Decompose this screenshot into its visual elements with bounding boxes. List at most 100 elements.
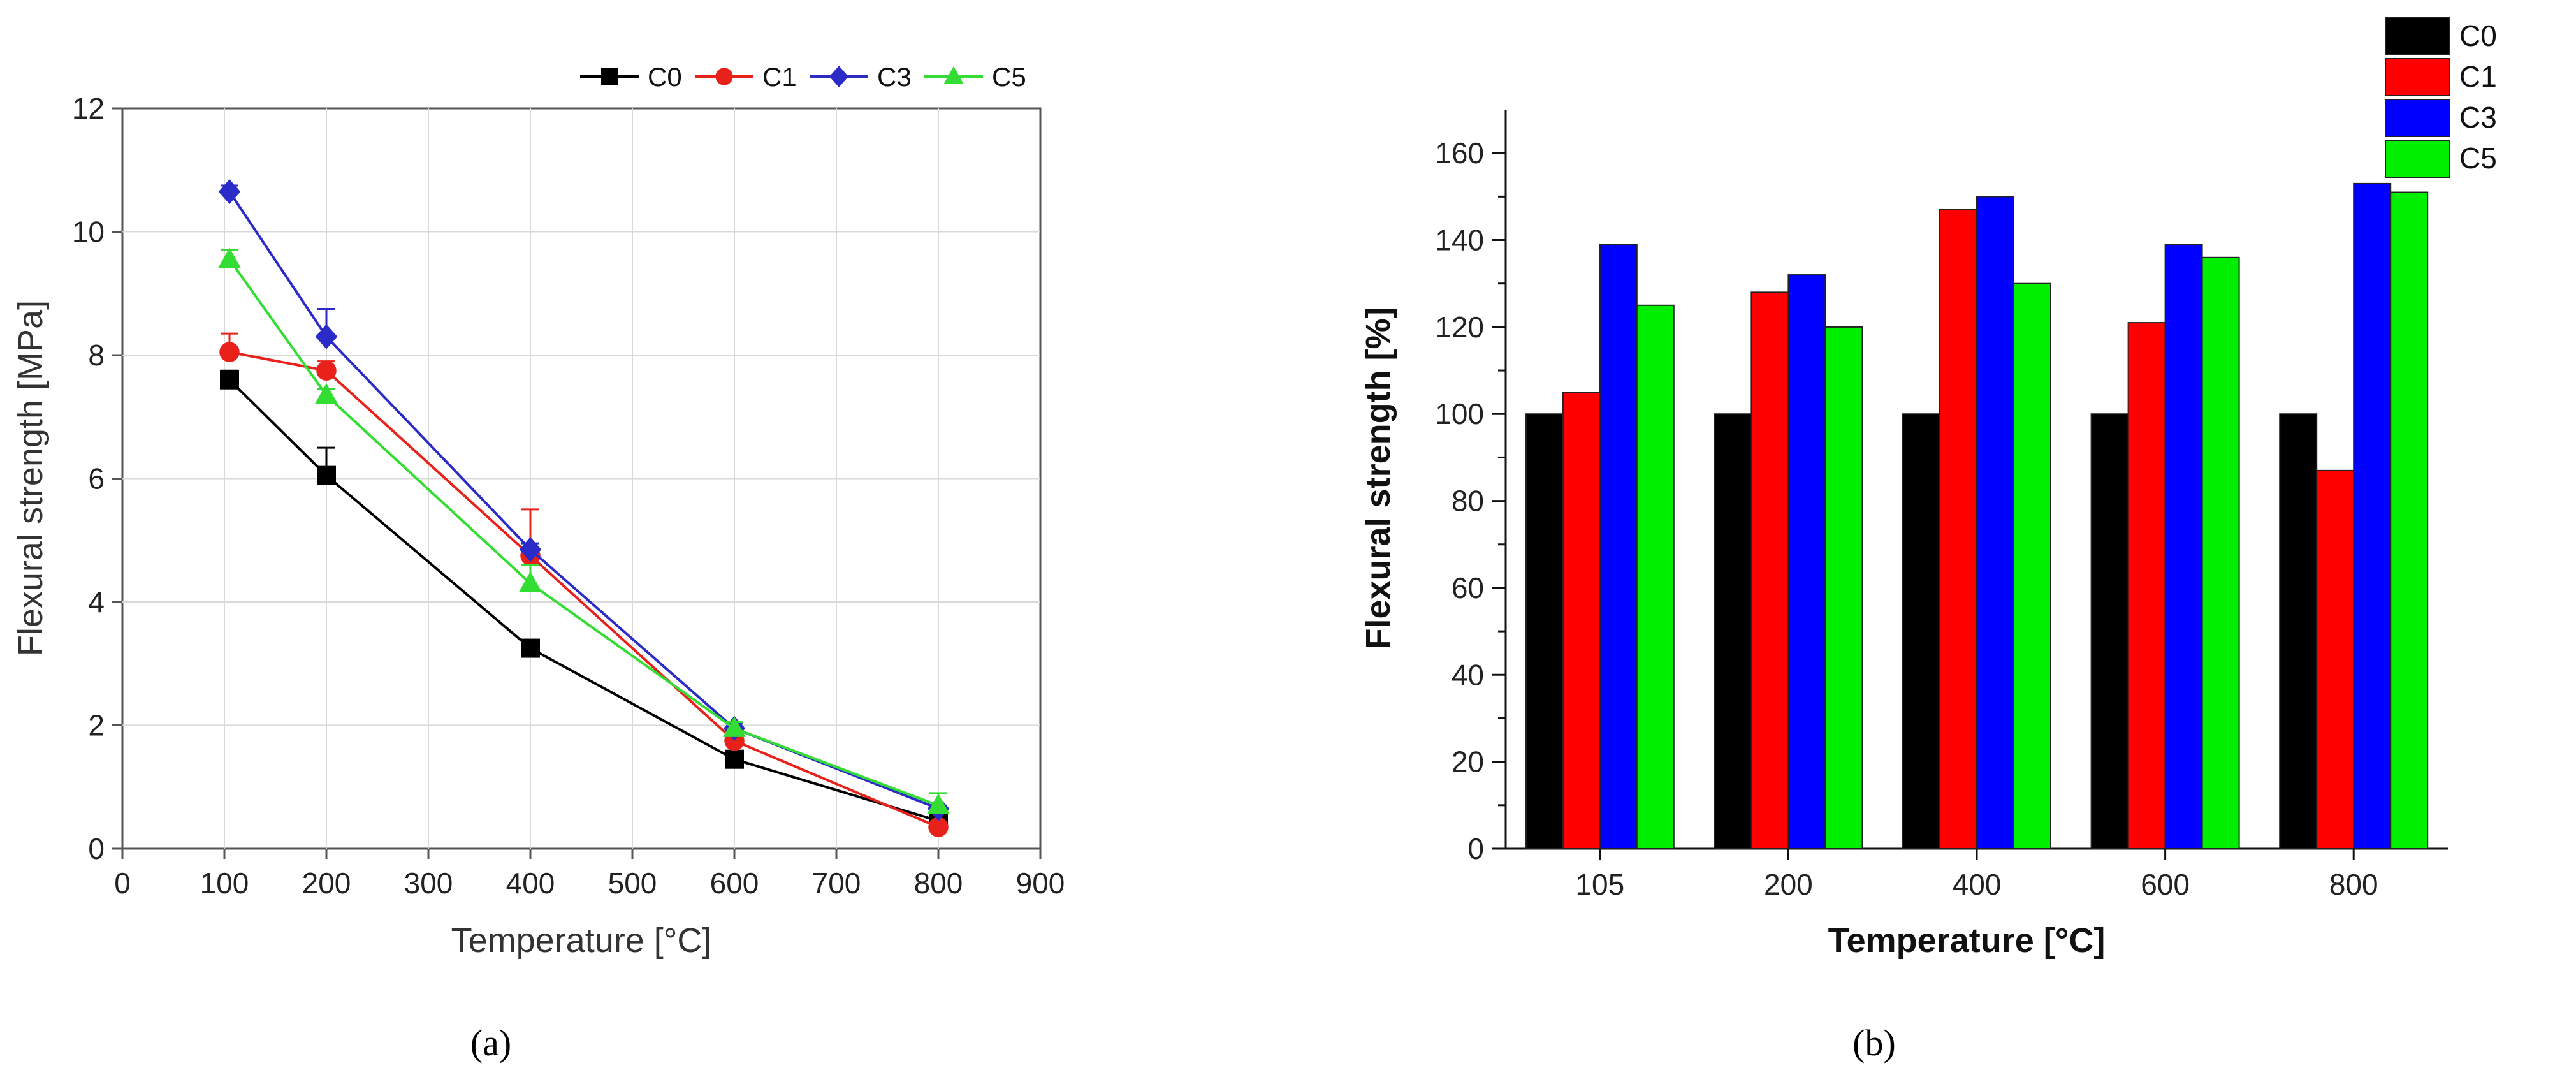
y-tick-label: 2 — [88, 709, 105, 742]
x-tick-label: 900 — [1016, 867, 1065, 900]
bar-c1 — [1750, 291, 1789, 849]
axis-ticks: 0 20 40 60 80 100 120 140 160 105 200 400 600 800 — [1435, 136, 2378, 901]
x-tick-label: 200 — [302, 867, 351, 900]
y-axis-label: Flexural strength [MPa] — [11, 300, 50, 656]
bar-c3 — [2353, 182, 2392, 849]
x-tick-label: 400 — [1953, 868, 2002, 901]
data-point — [928, 817, 949, 837]
y-axis-label: Flexural strength [%] — [1359, 307, 1397, 649]
panel-label-a: (a) — [470, 1022, 511, 1064]
x-tick-label: 600 — [710, 867, 759, 900]
y-tick-label: 160 — [1435, 136, 1484, 170]
data-point — [315, 383, 338, 404]
legend: C0 C1 C3 C5 — [580, 62, 1026, 92]
legend-swatch — [2385, 99, 2450, 137]
legend-swatch — [2385, 17, 2450, 55]
legend-label: C5 — [2459, 142, 2497, 175]
x-tick-label: 300 — [404, 867, 453, 900]
bar-c3 — [1976, 196, 2014, 849]
y-tick-label: 80 — [1452, 485, 1484, 518]
legend-marker — [943, 66, 964, 84]
y-tick-label: 100 — [1435, 397, 1484, 430]
x-tick-label: 200 — [1764, 868, 1813, 901]
x-axis-label: Temperature [°C] — [451, 921, 712, 960]
bar-c5 — [2013, 282, 2051, 849]
bar-c5 — [1636, 304, 1675, 849]
legend-entry-c5: C5 — [2385, 140, 2497, 178]
data-point — [521, 638, 540, 658]
legend-marker — [601, 68, 618, 85]
line-chart-panel: 0 100 200 300 400 500 600 700 800 900 0 2 4 6 8 10 12 C0… — [11, 62, 1065, 1064]
series-c5 — [218, 247, 950, 814]
bar-c0 — [2279, 413, 2318, 849]
legend-entry-c1: C1 — [2385, 58, 2497, 96]
data-point — [218, 247, 241, 268]
bar-c3 — [2164, 244, 2203, 849]
data-point — [219, 342, 240, 362]
y-tick-label: 120 — [1435, 311, 1484, 344]
y-tick-label: 12 — [72, 92, 105, 125]
legend-label: C3 — [2459, 101, 2497, 134]
y-tick-label: 0 — [1467, 832, 1484, 865]
bar-c3 — [1787, 274, 1826, 849]
y-tick-label: 10 — [72, 216, 105, 249]
legend-label: C0 — [648, 62, 682, 92]
y-tick-label: 60 — [1452, 571, 1484, 604]
legend-entry-c5: C5 — [924, 62, 1026, 92]
legend-entry-c0: C0 — [2385, 17, 2497, 55]
data-point — [220, 370, 239, 390]
bar-c0 — [2090, 413, 2129, 849]
legend-label: C3 — [877, 62, 912, 92]
x-tick-label: 800 — [914, 867, 963, 900]
y-tick-label: 6 — [88, 462, 105, 495]
y-tick-label: 8 — [88, 339, 105, 372]
panel-label-b: (b) — [1852, 1022, 1896, 1064]
legend-label: C5 — [992, 62, 1026, 92]
y-tick-label: 20 — [1452, 745, 1484, 779]
bar-c0 — [1902, 413, 1940, 849]
series-group — [218, 179, 950, 837]
axis-ticks: 0 100 200 300 400 500 600 700 800 900 0 2 4 6 8 10 12 — [72, 92, 1065, 900]
y-tick-label: 4 — [88, 585, 105, 619]
legend-label: C1 — [2459, 60, 2497, 93]
y-tick-label: 40 — [1452, 658, 1484, 691]
x-tick-label: 700 — [812, 867, 861, 900]
data-point — [317, 465, 336, 485]
x-axis-label: Temperature [°C] — [1828, 921, 2106, 960]
data-point — [723, 716, 746, 737]
data-point — [519, 571, 542, 592]
bar-c3 — [1599, 244, 1638, 849]
data-point — [927, 793, 950, 814]
legend-swatch — [2385, 58, 2450, 96]
y-tick-label: 0 — [88, 832, 105, 865]
x-tick-label: 500 — [608, 867, 657, 900]
legend-entry-c3: C3 — [810, 62, 912, 92]
legend-entry-c3: C3 — [2385, 99, 2497, 137]
legend-entry-c0: C0 — [580, 62, 682, 92]
x-tick-label: 105 — [1575, 868, 1624, 901]
data-point — [519, 537, 542, 562]
legend-swatch — [2385, 140, 2450, 178]
bars-group — [1525, 182, 2429, 850]
legend-label: C1 — [762, 62, 797, 92]
data-point — [316, 360, 337, 381]
x-tick-label: 800 — [2329, 868, 2378, 901]
bar-c1 — [2316, 469, 2355, 849]
bar-c1 — [1562, 392, 1601, 849]
legend-label: C0 — [2459, 19, 2497, 52]
y-tick-label: 140 — [1435, 224, 1484, 257]
x-tick-label: 100 — [200, 867, 249, 900]
bar-c0 — [1525, 413, 1564, 849]
bar-c5 — [2390, 191, 2429, 850]
bar-c1 — [1939, 209, 1977, 849]
x-tick-label: 0 — [114, 867, 131, 900]
bar-c5 — [2201, 256, 2240, 849]
data-point — [315, 324, 338, 349]
legend: C0 C1 C3 C5 — [2385, 17, 2497, 178]
bar-c5 — [1824, 326, 1863, 849]
legend-marker — [715, 68, 733, 85]
data-point — [725, 749, 744, 769]
x-tick-label: 400 — [506, 867, 555, 900]
data-point — [218, 179, 241, 205]
